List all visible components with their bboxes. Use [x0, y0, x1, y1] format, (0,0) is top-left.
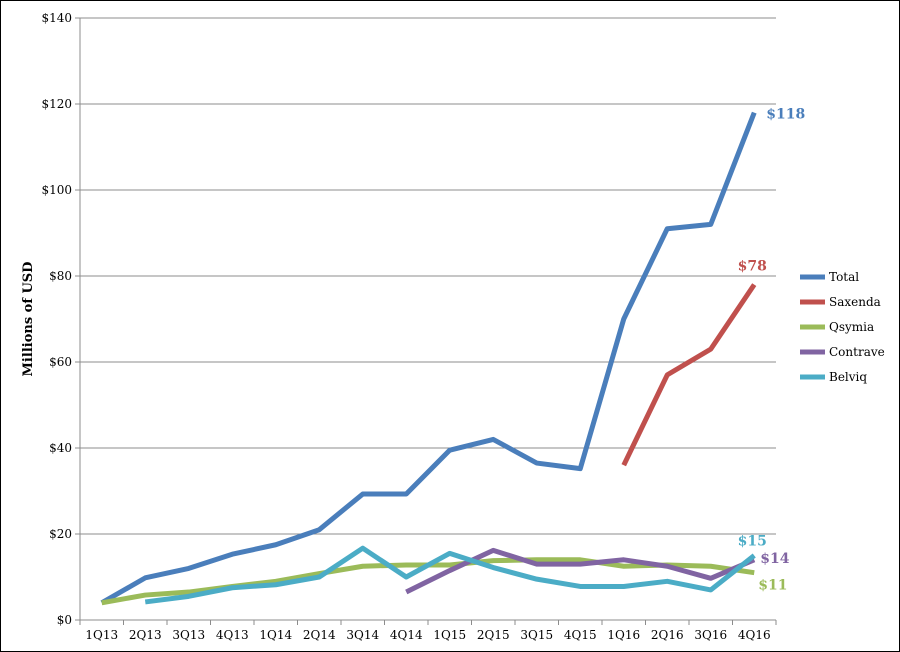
end-label-qsymia: $11	[758, 578, 787, 594]
end-label-saxenda: $78	[738, 259, 767, 275]
end-label-contrave: $14	[760, 551, 789, 567]
x-tick-label: 1Q16	[607, 628, 640, 642]
x-tick-label: 1Q15	[433, 628, 466, 642]
end-label-belviq: $15	[738, 534, 767, 550]
y-axis-label: Millions of USD	[21, 262, 36, 377]
series-line-contrave	[405, 547, 756, 595]
series-line-saxenda	[621, 283, 757, 467]
legend-label-contrave: Contrave	[829, 345, 885, 359]
y-tick-label: $120	[41, 97, 72, 111]
y-tick-label: $20	[49, 527, 72, 541]
x-tick-label: 4Q14	[390, 628, 423, 642]
series-line-belviq	[144, 545, 756, 605]
y-tick-label: $140	[41, 11, 72, 25]
x-tick-label: 3Q15	[520, 628, 553, 642]
x-tick-label: 2Q16	[651, 628, 684, 642]
end-label-total: $118	[766, 107, 805, 123]
legend-label-saxenda: Saxenda	[829, 295, 881, 309]
x-tick-label: 4Q13	[216, 628, 249, 642]
legend-label-total: Total	[829, 270, 859, 284]
x-tick-label: 2Q15	[477, 628, 510, 642]
x-tick-label: 1Q13	[85, 628, 118, 642]
x-tick-label: 4Q16	[738, 628, 771, 642]
x-tick-label: 3Q13	[172, 628, 205, 642]
legend-label-qsymia: Qsymia	[829, 320, 874, 334]
series-lines	[100, 111, 757, 606]
end-value-labels: $118 $78 $15$14 $11	[738, 107, 806, 594]
gridlines	[80, 17, 776, 535]
y-tick-label: $80	[49, 269, 72, 283]
series-line-total	[100, 111, 757, 605]
x-tick-label: 4Q15	[564, 628, 597, 642]
y-tick-label: $60	[49, 355, 72, 369]
x-tick-label: 3Q14	[346, 628, 379, 642]
y-tick-label: $40	[49, 441, 72, 455]
axes: $0 $20 $40 $60 $80 $100 $120 $140 1Q13 2Q13 3Q13 4Q…	[41, 11, 777, 642]
y-tick-label: $100	[41, 183, 72, 197]
x-tick-label: 2Q14	[303, 628, 336, 642]
legend-label-belviq: Belviq	[829, 370, 867, 384]
x-tick-label: 2Q13	[129, 628, 162, 642]
legend: Total Saxenda Qsymia Contrave Belviq	[800, 270, 885, 384]
x-tick-label: 3Q16	[694, 628, 727, 642]
x-tick-label: 1Q14	[259, 628, 292, 642]
y-tick-label: $0	[57, 613, 72, 627]
